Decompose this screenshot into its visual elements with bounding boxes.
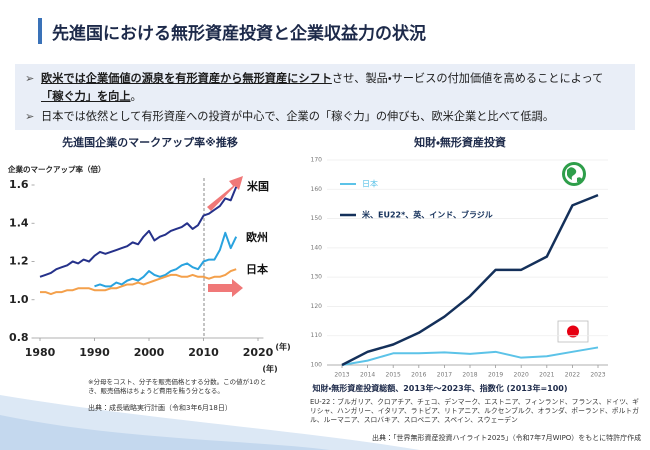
x-tick-label: 2021 <box>539 372 554 379</box>
y-tick-label: 140 <box>311 244 323 251</box>
x-tick-label: 2016 <box>411 372 426 379</box>
series-label: 欧州 <box>246 230 268 244</box>
x-axis-label: (年) <box>262 364 277 374</box>
x-tick-label: 2015 <box>386 372 401 379</box>
y-tick-label: 100 <box>311 362 323 369</box>
chart-title: 知財・無形資産投資 <box>413 135 506 149</box>
bullet-text: 欧米では企業価値の源泉を有形資産から無形資産にシフトさせ、製品・サービスの付加価… <box>41 70 625 106</box>
y-tick-label: 160 <box>311 186 323 193</box>
y-tick-label: 130 <box>311 274 323 281</box>
y-tick-label: 1.2 <box>9 255 29 268</box>
bullet-text: 日本では依然として有形資産への投資が中心で、企業の「稼ぐ力」の伸びも、欧米企業と… <box>41 110 555 123</box>
bullet: ➢ 欧米では企業価値の源泉を有形資産から無形資産にシフトさせ、製品・サービスの付… <box>25 70 625 106</box>
x-tick-label: 1980 <box>25 346 56 359</box>
arrow-up <box>207 176 243 211</box>
x-tick-label: 2020 <box>514 372 529 379</box>
japan-flag <box>557 320 589 343</box>
bullet: ➢ 日本では依然として有形資産への投資が中心で、企業の「稼ぐ力」の伸びも、欧米企… <box>25 108 625 126</box>
series-label: 日本 <box>246 262 269 276</box>
y-tick-label: 1.0 <box>9 293 29 306</box>
bullet-marker: ➢ <box>25 110 35 123</box>
x-tick-label: 2022 <box>565 372 580 379</box>
globe-icon <box>562 162 586 186</box>
text: させ、製品・サービスの付加価値を高めることによって <box>331 72 604 85</box>
title-accent <box>38 18 42 44</box>
chart-caption: 知財・無形資産投資総額、2013年～2023年、指数化 (2013年=100) <box>312 384 568 393</box>
x-tick-label: 2023 <box>590 372 605 379</box>
y-tick-label: 170 <box>311 157 323 164</box>
y-tick-label: 0.8 <box>9 331 29 344</box>
series-label: 米国 <box>246 179 269 193</box>
x-axis-label: (年) <box>275 342 290 352</box>
x-tick-label: 2017 <box>437 372 452 379</box>
series-line <box>39 186 238 278</box>
footnote: ※分母をコスト、分子を販売価格とする分数。この値が1のとき、販売価格はちょうど費… <box>88 378 267 395</box>
x-tick-label: 2019 <box>488 372 503 379</box>
x-tick-label: 2000 <box>134 346 165 359</box>
legend-label: 日本 <box>362 179 378 189</box>
slide-title: 先進国における無形資産投資と企業収益力の状況 <box>52 24 426 44</box>
series-line <box>94 231 238 288</box>
series-line <box>341 346 599 366</box>
series-line <box>40 268 237 296</box>
footnote: EU-22：ブルガリア、クロアチア、チェコ、デンマーク、エストニア、フィンランド… <box>310 398 639 424</box>
decoration <box>0 415 330 450</box>
chart-title: 先進国企業のマークアップ率※推移 <box>62 135 238 149</box>
emphasis: 「稼ぐ力」を向上 <box>41 90 131 103</box>
y-tick-label: 150 <box>311 215 323 222</box>
legend-label: 米、EU22*、英、インド、ブラジル <box>361 210 493 220</box>
x-tick-label: 2020 <box>243 346 274 359</box>
x-tick-label: 2013 <box>334 372 349 379</box>
series-line <box>341 193 599 367</box>
source: 出典：成長戦略実行計画（令和3年6月18日） <box>88 404 232 412</box>
emphasis: 欧米では企業価値の源泉を有形資産から無形資産にシフト <box>41 72 332 85</box>
x-tick-label: 2014 <box>360 372 375 379</box>
y-tick-label: 1.4 <box>9 216 29 229</box>
bullet-marker: ➢ <box>25 72 35 85</box>
y-tick-label: 1.6 <box>9 178 29 191</box>
x-tick-label: 1990 <box>79 346 110 359</box>
x-tick-label: 2010 <box>188 346 219 359</box>
y-tick-label: 120 <box>311 303 323 310</box>
source: 出典：「世界無形資産投資ハイライト2025」（令和7年7月WIPO）をもとに特許… <box>372 434 642 442</box>
text: 。 <box>130 90 142 103</box>
y-axis-label: 企業のマークアップ率（倍） <box>8 164 106 174</box>
arrow-right <box>208 279 243 297</box>
bullet-box: ➢ 欧米では企業価値の源泉を有形資産から無形資産にシフトさせ、製品・サービスの付… <box>15 64 635 130</box>
y-tick-label: 110 <box>311 332 323 339</box>
x-tick-label: 2018 <box>462 372 477 379</box>
